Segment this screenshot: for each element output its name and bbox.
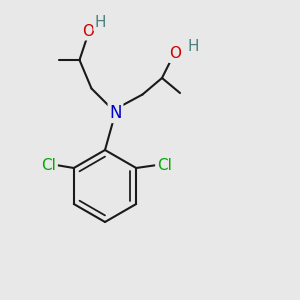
Text: H: H (188, 39, 199, 54)
Text: N: N (109, 103, 122, 122)
Text: H: H (95, 15, 106, 30)
Text: N: N (109, 103, 122, 122)
Text: O: O (82, 24, 94, 39)
Text: Cl: Cl (157, 158, 172, 172)
Text: Cl: Cl (41, 158, 56, 172)
Text: O: O (169, 46, 181, 62)
